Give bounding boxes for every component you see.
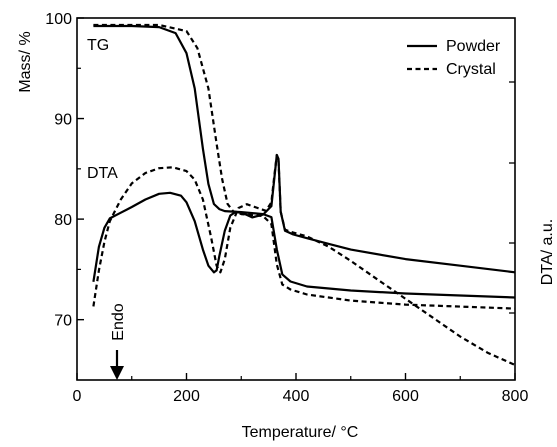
y-tick-label: 100 xyxy=(45,11,72,28)
legend-label-powder: Powder xyxy=(446,38,501,55)
right-y-axis-title: DTA/ a.u. xyxy=(539,219,556,285)
legend-label-crystal: Crystal xyxy=(446,61,496,78)
right-y-axis xyxy=(509,81,515,314)
endo-label: Endo xyxy=(110,303,127,340)
dta-curves xyxy=(92,153,516,367)
endo-arrow-head-icon xyxy=(110,366,124,380)
x-tick-label: 200 xyxy=(173,388,200,405)
endo-annotation: Endo xyxy=(110,303,127,380)
legend: Powder Crystal xyxy=(407,38,501,78)
x-tick-label: 800 xyxy=(502,388,529,405)
x-tick-label: 400 xyxy=(283,388,310,405)
x-axis: 0 200 400 600 800 xyxy=(73,373,529,405)
tg-panel-label: TG xyxy=(87,37,109,54)
x-tick-label: 0 xyxy=(73,388,82,405)
y-tick-label: 80 xyxy=(54,212,72,229)
x-tick-label: 600 xyxy=(392,388,419,405)
y-tick-label: 70 xyxy=(54,313,72,330)
y-tick-label: 90 xyxy=(54,112,72,129)
dta-panel-label: DTA xyxy=(87,165,118,182)
x-axis-title: Temperature/ °C xyxy=(242,424,359,441)
dta-series-powder xyxy=(92,153,516,282)
dta-series-crystal xyxy=(92,153,516,367)
y-axis-title: Mass/ % xyxy=(17,31,34,92)
left-y-axis: 70 80 90 100 xyxy=(45,11,84,330)
